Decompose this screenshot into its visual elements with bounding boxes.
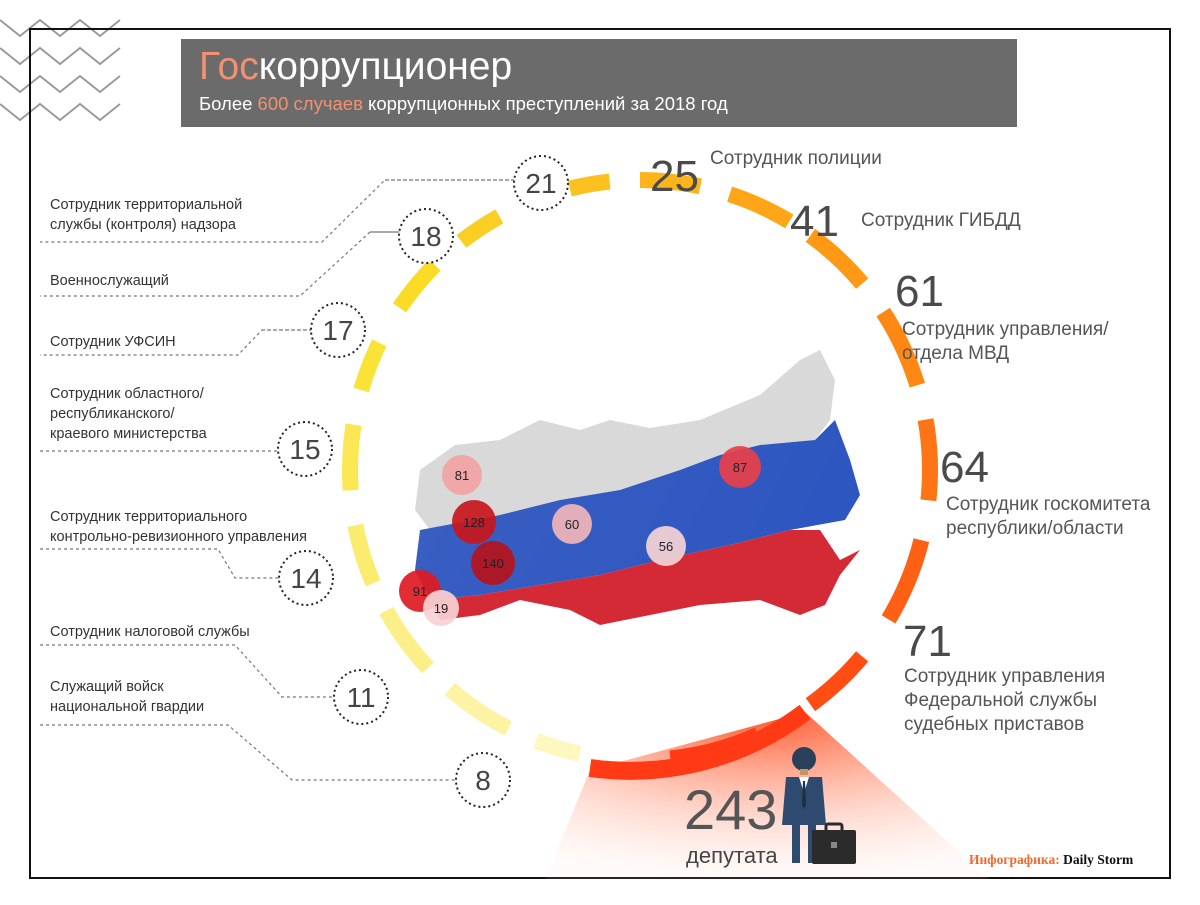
right-label: Сотрудник ГИБДД bbox=[861, 210, 1021, 231]
left-label: Сотрудник территориального контрольно-рев… bbox=[50, 509, 307, 545]
value-circle bbox=[310, 302, 366, 358]
page-title: Госкоррупционер bbox=[199, 45, 513, 88]
arc-segment bbox=[444, 682, 513, 736]
region-bubble bbox=[646, 526, 686, 566]
left-label: Сотрудник УФСИН bbox=[50, 334, 176, 350]
arc-segment bbox=[727, 186, 794, 229]
arc-segment bbox=[881, 538, 930, 624]
arc-segment bbox=[805, 228, 869, 289]
value-circle bbox=[513, 155, 569, 211]
region-bubble bbox=[471, 541, 515, 585]
left-label: Военнослужащий bbox=[50, 273, 169, 289]
right-value: 64 bbox=[940, 443, 989, 492]
leader-line bbox=[40, 644, 334, 698]
left-label: Сотрудник налоговой службы bbox=[50, 624, 250, 640]
arc-segment bbox=[805, 651, 869, 712]
briefcase-icon bbox=[812, 822, 856, 864]
region-value: 19 bbox=[434, 601, 448, 616]
right-value: 71 bbox=[903, 617, 952, 666]
arc-segment bbox=[353, 339, 387, 393]
region-value: 60 bbox=[565, 517, 579, 532]
zigzag-decoration bbox=[0, 18, 121, 122]
value-circle bbox=[455, 752, 511, 808]
arc-segment bbox=[379, 606, 434, 674]
right-label: Сотрудник управления Федеральной службы су… bbox=[904, 666, 1106, 735]
left-label: Сотрудник областного/республиканского/кр… bbox=[50, 386, 207, 442]
left-value: 11 bbox=[346, 682, 375, 713]
value-circle bbox=[278, 550, 334, 606]
region-value: 81 bbox=[455, 468, 469, 483]
left-label: Служащий войск национальной гвардии bbox=[50, 679, 205, 715]
deputies-label: депутата bbox=[686, 843, 778, 868]
header-banner: Госкоррупционер Более 600 случаев корруп… bbox=[181, 39, 1017, 127]
region-bubble bbox=[719, 446, 761, 488]
arc-segment bbox=[347, 523, 381, 587]
arc-segment bbox=[342, 423, 362, 491]
right-label: Сотрудник госкомитета республики/области bbox=[946, 494, 1151, 539]
left-value: 8 bbox=[475, 765, 491, 796]
russia-map bbox=[415, 350, 860, 625]
value-circle bbox=[277, 421, 333, 477]
region-value: 140 bbox=[482, 556, 504, 571]
arc-segment bbox=[533, 733, 582, 762]
credit-line: Инфографика: Daily Storm bbox=[969, 852, 1134, 867]
leader-line bbox=[40, 329, 311, 356]
left-label: Сотрудник территориальной службы (контрол… bbox=[50, 197, 243, 233]
value-circle bbox=[333, 669, 389, 725]
arc-segments bbox=[342, 172, 938, 780]
left-value: 18 bbox=[410, 221, 441, 252]
region-bubble bbox=[452, 500, 496, 544]
left-value: 14 bbox=[290, 563, 321, 594]
region-value: 87 bbox=[733, 460, 747, 475]
arc-segment bbox=[917, 418, 938, 502]
left-value: 17 bbox=[322, 315, 353, 346]
leader-line bbox=[40, 548, 279, 579]
region-bubble bbox=[552, 504, 592, 544]
right-value: 61 bbox=[895, 267, 944, 316]
right-label: Сотрудник полиции bbox=[710, 148, 882, 169]
arc-segment bbox=[639, 172, 702, 195]
region-value: 128 bbox=[463, 515, 485, 530]
left-value: 21 bbox=[525, 168, 556, 199]
leader-line bbox=[40, 231, 400, 297]
deputies-arc bbox=[588, 704, 811, 780]
right-value: 41 bbox=[790, 197, 839, 246]
region-value: 91 bbox=[413, 584, 427, 599]
left-value: 15 bbox=[289, 434, 320, 465]
region-value: 56 bbox=[659, 539, 673, 554]
deputies-value: 243 bbox=[684, 778, 778, 841]
leader-line bbox=[40, 724, 456, 781]
left-value-circles: 21 18 17 15 14 11 8 bbox=[277, 155, 569, 808]
value-circle bbox=[398, 208, 454, 264]
arc-segment bbox=[392, 259, 441, 313]
arc-segment bbox=[876, 307, 925, 388]
leader-line bbox=[40, 179, 516, 243]
page-subtitle: Более 600 случаев коррупционных преступл… bbox=[199, 93, 728, 114]
region-bubble bbox=[423, 590, 459, 626]
region-bubble bbox=[442, 455, 482, 495]
deputies-fan bbox=[545, 712, 990, 880]
right-value: 25 bbox=[650, 152, 699, 201]
map-bubbles: 81 128 140 91 19 60 56 87 bbox=[399, 446, 761, 626]
arc-segment bbox=[456, 209, 504, 248]
arc-segment bbox=[567, 173, 611, 197]
right-label: Сотрудник управления/отдела МВД bbox=[902, 319, 1109, 364]
leader-lines bbox=[40, 179, 516, 781]
